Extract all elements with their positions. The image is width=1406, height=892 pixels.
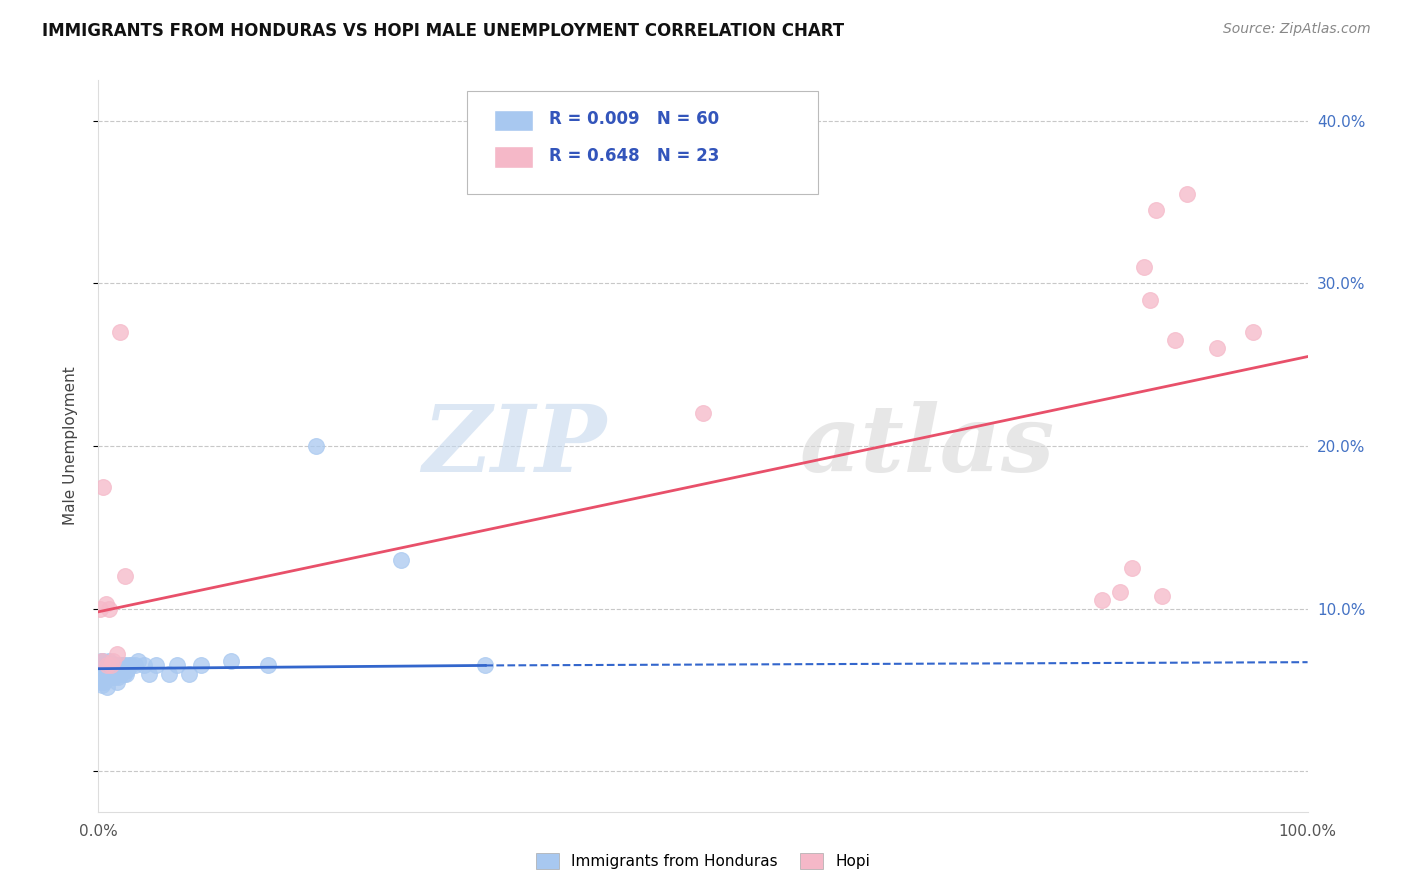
Point — [94, 597, 117, 611]
Point — [93, 674, 115, 689]
Text: R = 0.648   N = 23: R = 0.648 N = 23 — [550, 146, 720, 165]
Point — [101, 666, 124, 681]
Point — [1241, 325, 1264, 339]
Point — [145, 658, 167, 673]
Point — [105, 647, 128, 661]
Point — [98, 662, 121, 676]
Point — [101, 657, 124, 671]
Point — [117, 663, 139, 677]
Point — [96, 680, 118, 694]
Point — [90, 658, 112, 673]
Point — [305, 439, 328, 453]
Point — [104, 666, 127, 681]
Text: ZIP: ZIP — [422, 401, 606, 491]
Point — [100, 658, 122, 673]
Point — [90, 654, 112, 668]
Point — [107, 670, 129, 684]
Point — [190, 658, 212, 673]
Point — [91, 663, 114, 677]
Point — [1152, 589, 1174, 603]
Point — [103, 658, 125, 673]
Point — [91, 666, 114, 681]
Point — [98, 654, 121, 668]
Point — [138, 666, 160, 681]
Point — [474, 658, 496, 673]
Point — [110, 666, 132, 681]
Point — [1091, 593, 1114, 607]
Point — [105, 658, 128, 673]
Point — [1121, 561, 1143, 575]
Point — [114, 569, 136, 583]
FancyBboxPatch shape — [494, 146, 533, 168]
Point — [100, 658, 122, 673]
Legend: Immigrants from Honduras, Hopi: Immigrants from Honduras, Hopi — [530, 847, 876, 875]
Text: R = 0.009   N = 60: R = 0.009 N = 60 — [550, 110, 720, 128]
Point — [96, 658, 118, 673]
Point — [91, 678, 114, 692]
Point — [101, 654, 124, 668]
Point — [114, 658, 136, 673]
Point — [124, 658, 146, 673]
Point — [97, 658, 120, 673]
Point — [97, 666, 120, 681]
Text: Source: ZipAtlas.com: Source: ZipAtlas.com — [1223, 22, 1371, 37]
Point — [111, 658, 134, 673]
Point — [108, 658, 131, 673]
Point — [96, 670, 118, 684]
Point — [91, 654, 114, 668]
Point — [91, 658, 114, 673]
Point — [692, 407, 714, 421]
Point — [1133, 260, 1156, 275]
Point — [157, 666, 180, 681]
Point — [89, 601, 111, 615]
Point — [179, 666, 201, 681]
Point — [1175, 187, 1198, 202]
FancyBboxPatch shape — [467, 91, 818, 194]
Point — [134, 658, 156, 673]
Point — [1146, 203, 1168, 218]
Point — [91, 480, 114, 494]
Point — [166, 658, 188, 673]
Point — [89, 663, 111, 677]
Point — [94, 662, 117, 676]
Point — [91, 654, 114, 668]
Point — [112, 666, 135, 681]
FancyBboxPatch shape — [494, 110, 533, 131]
Point — [1139, 293, 1161, 307]
Point — [120, 658, 142, 673]
Point — [1163, 334, 1185, 348]
Y-axis label: Male Unemployment: Male Unemployment — [63, 367, 77, 525]
Point — [108, 666, 131, 681]
Point — [118, 658, 141, 673]
Point — [93, 658, 115, 673]
Point — [98, 670, 121, 684]
Point — [221, 654, 243, 668]
Point — [100, 666, 122, 681]
Point — [103, 670, 125, 684]
Text: atlas: atlas — [800, 401, 1054, 491]
Point — [90, 670, 112, 684]
Point — [91, 672, 114, 686]
Point — [94, 670, 117, 684]
Text: IMMIGRANTS FROM HONDURAS VS HOPI MALE UNEMPLOYMENT CORRELATION CHART: IMMIGRANTS FROM HONDURAS VS HOPI MALE UN… — [42, 22, 845, 40]
Point — [100, 670, 122, 684]
Point — [105, 674, 128, 689]
Point — [389, 553, 412, 567]
Point — [93, 666, 115, 681]
Point — [89, 674, 111, 689]
Point — [100, 658, 122, 673]
Point — [98, 601, 121, 615]
Point — [256, 658, 278, 673]
Point — [1206, 342, 1229, 356]
Point — [127, 654, 149, 668]
Point — [115, 666, 138, 681]
Point — [96, 658, 118, 673]
Point — [1109, 585, 1132, 599]
Point — [108, 325, 131, 339]
